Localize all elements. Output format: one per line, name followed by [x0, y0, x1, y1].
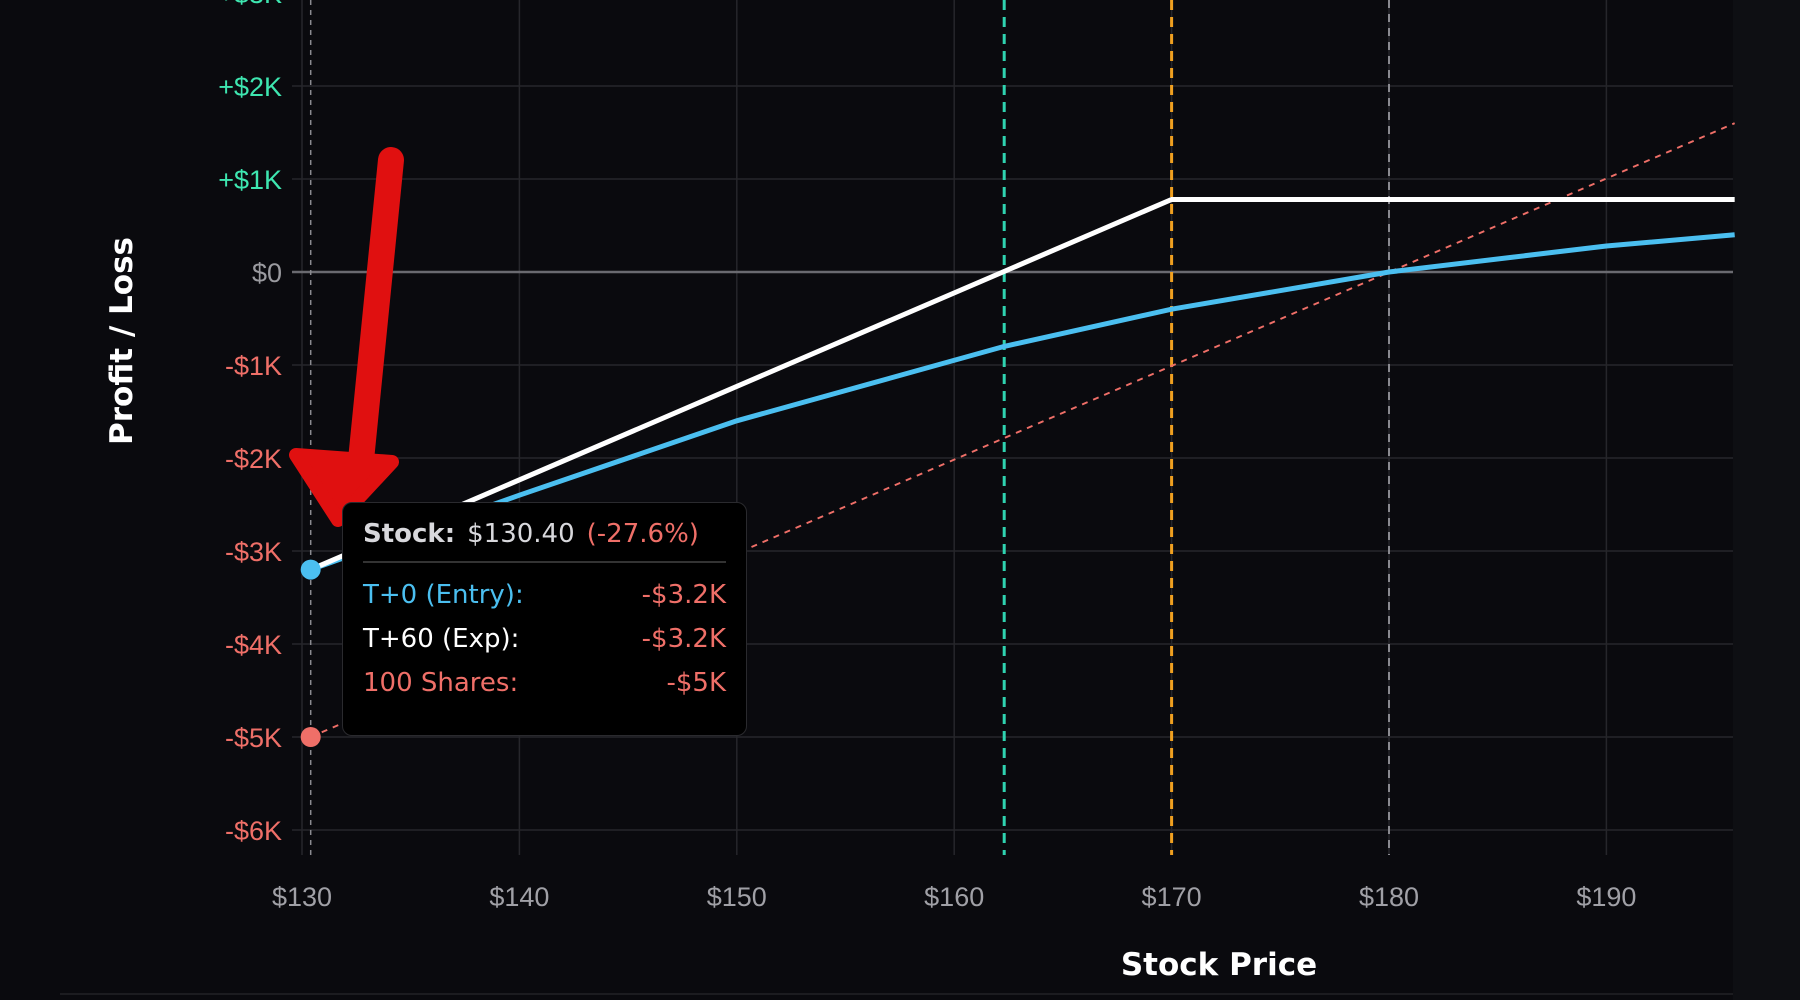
shares-hover-point [300, 727, 321, 747]
y-tick-label: -$1K [225, 351, 282, 381]
y-tick-label: -$5K [225, 723, 282, 753]
y-tick-label: +$1K [218, 165, 282, 195]
tooltip-row-value: -$3.2K [641, 624, 726, 654]
hover-tooltip: Stock: $130.40 (-27.6%) T+0 (Entry): -$3… [342, 502, 747, 736]
arrow-shaft [347, 147, 404, 483]
tooltip-stock-change: (-27.6%) [586, 519, 699, 549]
y-axis-ticks: +$3K +$2K +$1K $0 -$1K -$2K -$3K -$4K -$5K -$6K [218, 0, 282, 846]
tooltip-header: Stock: $130.40 (-27.6%) [363, 519, 726, 563]
tooltip-row-value: -$3.2K [641, 580, 726, 610]
tooltip-row-shares: 100 Shares: -$5K [363, 661, 726, 705]
y-axis-title: Profit / Loss [104, 237, 140, 445]
y-tick-label: +$3K [218, 0, 282, 9]
x-tick-label: $130 [272, 882, 332, 912]
y-tick-label: -$2K [225, 444, 282, 474]
t0-hover-point [300, 559, 321, 580]
vertical-markers [309, 0, 1390, 855]
x-axis-title: Stock Price [1121, 947, 1317, 983]
t0-series-line [309, 232, 1735, 572]
exp-series-line [309, 196, 1735, 572]
right-panel-edge [1733, 0, 1800, 1000]
tooltip-row-t0: T+0 (Entry): -$3.2K [363, 573, 726, 617]
x-tick-label: $190 [1576, 882, 1636, 912]
x-tick-label: $160 [924, 882, 984, 912]
annotation-arrow [289, 147, 404, 527]
arrow-head [289, 448, 399, 527]
x-tick-label: $180 [1359, 882, 1419, 912]
y-tick-label: -$6K [225, 816, 282, 846]
x-axis-ticks: $130 $140 $150 $160 $170 $180 $190 [272, 882, 1636, 912]
x-tick-label: $140 [489, 882, 549, 912]
y-tick-label: -$4K [225, 630, 282, 660]
x-tick-label: $170 [1142, 882, 1202, 912]
hover-points [300, 559, 321, 747]
y-tick-label: -$3K [225, 537, 282, 567]
tooltip-row-exp: T+60 (Exp): -$3.2K [363, 617, 726, 661]
tooltip-stock-value: $130.40 [467, 519, 575, 549]
y-tick-label: +$2K [218, 72, 282, 102]
tooltip-row-label: T+0 (Entry): [363, 580, 524, 610]
x-tick-label: $150 [707, 882, 767, 912]
tooltip-stock-label: Stock: [363, 519, 456, 549]
series-lines [309, 122, 1736, 738]
tooltip-row-label: 100 Shares: [363, 668, 519, 698]
tooltip-row-value: -$5K [666, 668, 726, 698]
y-tick-label: $0 [252, 258, 282, 288]
tooltip-row-label: T+60 (Exp): [363, 624, 520, 654]
